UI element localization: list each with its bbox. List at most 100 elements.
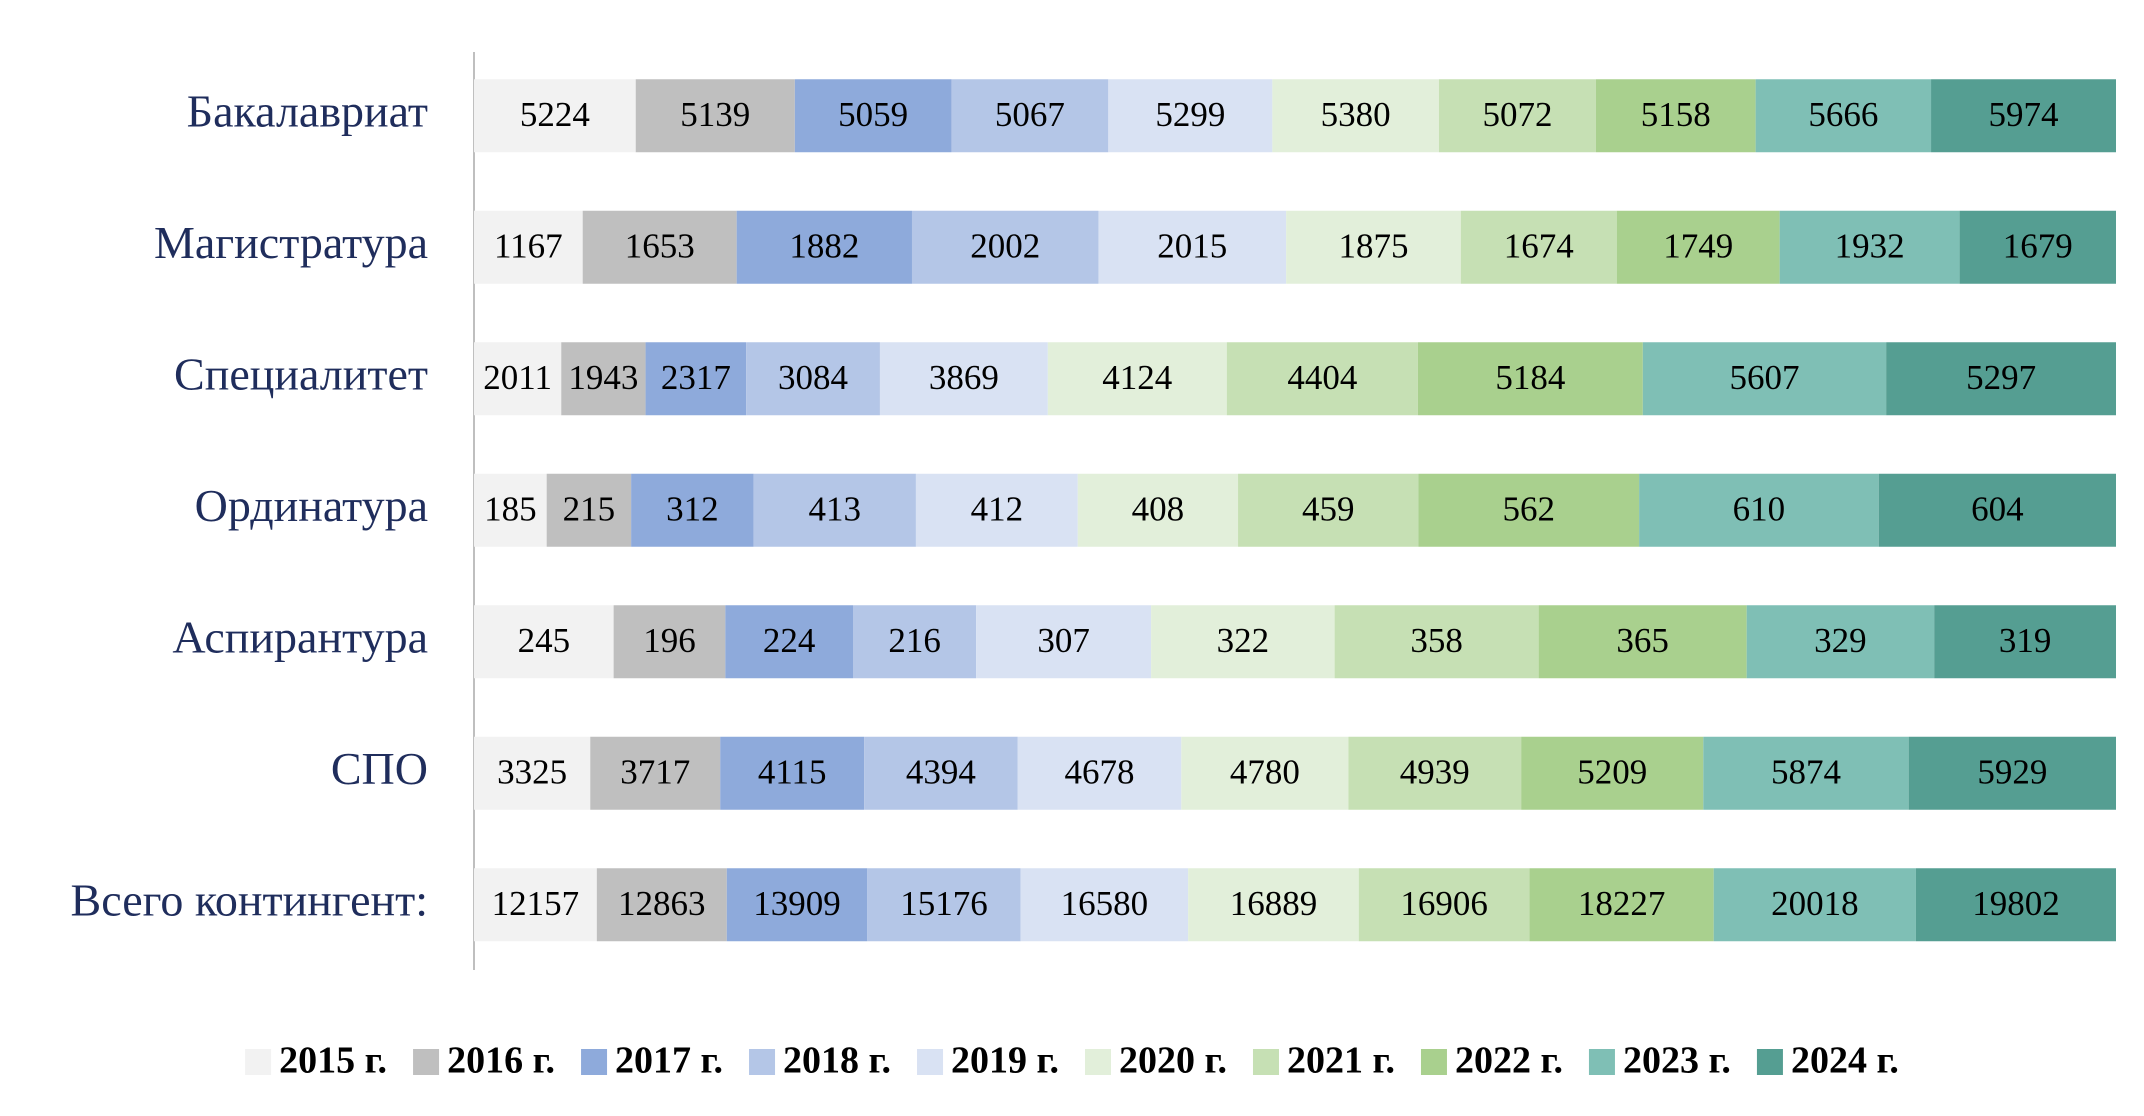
data-label: 4404 [1287, 358, 1357, 397]
bar-segment [746, 342, 880, 416]
data-label: 5299 [1155, 95, 1225, 134]
data-label: 18227 [1578, 884, 1666, 923]
data-label: 2015 [1157, 226, 1227, 265]
data-label: 413 [809, 489, 862, 528]
bar-segment [474, 210, 583, 284]
category-label: Аспирантура [172, 611, 428, 662]
data-label: 5158 [1641, 95, 1711, 134]
bar-segment [1418, 473, 1640, 547]
data-label: 16906 [1400, 884, 1488, 923]
bar-segment [726, 868, 868, 942]
bar-segment [725, 605, 854, 679]
data-label: 224 [763, 621, 816, 660]
bar-segment [911, 210, 1099, 284]
bar-segment [474, 342, 562, 416]
legend-swatch [1085, 1049, 1111, 1075]
data-label: 322 [1217, 621, 1270, 660]
bar-segment [474, 473, 547, 547]
bar-segment [1017, 736, 1182, 810]
data-label: 5209 [1577, 752, 1647, 791]
bar-segment [596, 868, 727, 942]
bar-segment [1639, 473, 1879, 547]
bar-segment [720, 736, 865, 810]
data-label: 562 [1502, 489, 1555, 528]
bar-segment [1878, 473, 2116, 547]
bar-segment [853, 605, 977, 679]
legend-swatch [1588, 1049, 1615, 1075]
bar-segment [976, 605, 1152, 679]
data-label: 20018 [1771, 884, 1859, 923]
bar-segment [1226, 342, 1418, 416]
data-label: 408 [1132, 489, 1185, 528]
bar-segment [1521, 736, 1704, 810]
data-label: 5072 [1482, 95, 1552, 134]
data-label: 15176 [900, 884, 988, 923]
bar-segment [1077, 473, 1239, 547]
bar-segment [474, 736, 591, 810]
data-label: 13909 [753, 884, 841, 923]
legend-label: 2018 г. [783, 1040, 891, 1082]
bar-segment [635, 79, 795, 153]
bar-segment [1931, 79, 2116, 153]
bar-segment [1959, 210, 2116, 284]
data-label: 412 [971, 489, 1024, 528]
legend-swatch [917, 1049, 944, 1075]
data-label: 1167 [494, 226, 563, 265]
data-label: 185 [484, 489, 537, 528]
bar-segment [1746, 605, 1935, 679]
bar-segment [864, 736, 1018, 810]
bar-segment [1703, 736, 1909, 810]
bar-segment [645, 342, 747, 416]
data-label: 5666 [1808, 95, 1878, 134]
data-label: 3869 [929, 358, 999, 397]
data-label: 1679 [2003, 226, 2073, 265]
data-label: 1882 [789, 226, 859, 265]
data-label: 365 [1616, 621, 1669, 660]
data-label: 1653 [625, 226, 695, 265]
bar-segment [1755, 79, 1932, 153]
data-label: 2317 [661, 358, 731, 397]
bar-segment [1020, 868, 1189, 942]
data-label: 196 [643, 621, 696, 660]
bar-segment [1934, 605, 2116, 679]
data-label: 5224 [520, 95, 590, 134]
data-label: 459 [1302, 489, 1355, 528]
category-label: Магистратура [154, 217, 428, 268]
bar-segment [1108, 79, 1273, 153]
data-label: 1749 [1663, 226, 1733, 265]
data-label: 3084 [778, 358, 848, 397]
legend-label: 2023 г. [1623, 1040, 1731, 1082]
bar-segment [1908, 736, 2116, 810]
legend-label: 2016 г. [447, 1040, 555, 1082]
legend-label: 2020 г. [1119, 1040, 1227, 1082]
data-label: 358 [1410, 621, 1463, 660]
data-label: 5059 [838, 95, 908, 134]
bar-segment [561, 342, 646, 416]
data-label: 12863 [618, 884, 706, 923]
legend-swatch [413, 1049, 440, 1075]
bar-segment [1238, 473, 1419, 547]
legend-swatch [1252, 1049, 1279, 1075]
data-label: 5607 [1729, 358, 1799, 397]
bar-segment [474, 79, 636, 153]
bar-segment [546, 473, 632, 547]
data-label: 3717 [620, 752, 690, 791]
data-label: 1875 [1338, 226, 1408, 265]
legend-swatch [749, 1049, 776, 1075]
data-label: 216 [888, 621, 941, 660]
bar-segment [951, 79, 1109, 153]
bar-segment [1779, 210, 1960, 284]
data-label: 5139 [680, 95, 750, 134]
bar-segment [1181, 736, 1349, 810]
bar-segment [1886, 342, 2116, 416]
data-label: 19802 [1972, 884, 2060, 923]
data-label: 4780 [1230, 752, 1300, 791]
data-label: 5380 [1321, 95, 1391, 134]
data-label: 307 [1037, 621, 1090, 660]
legend-swatch [245, 1049, 272, 1075]
bar-segment [867, 868, 1021, 942]
bar-segment [1358, 868, 1530, 942]
bar-segment [879, 342, 1048, 416]
data-label: 312 [666, 489, 719, 528]
